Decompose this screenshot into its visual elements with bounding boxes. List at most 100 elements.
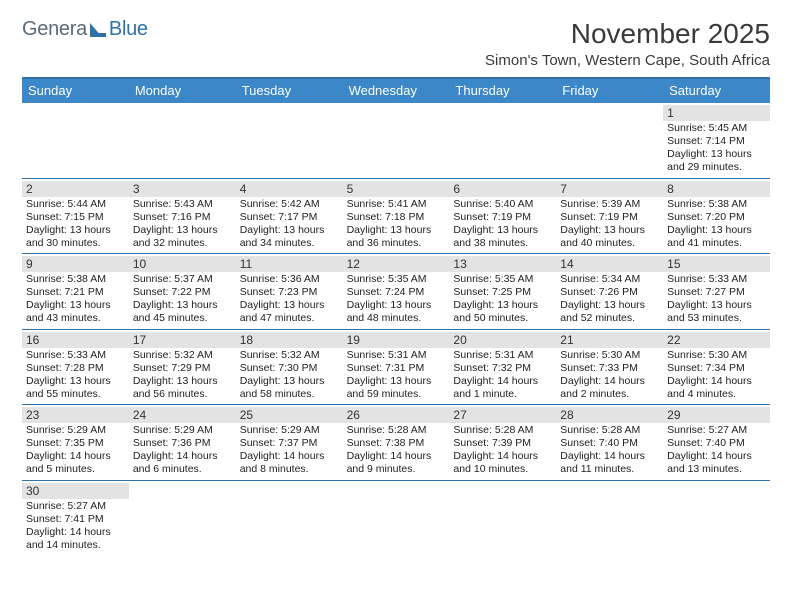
sunset-text: Sunset: 7:38 PM [347, 437, 446, 450]
weekday-sun: Sunday [22, 79, 129, 103]
sunrise-text: Sunrise: 5:38 AM [667, 198, 766, 211]
sunrise-text: Sunrise: 5:34 AM [560, 273, 659, 286]
day-info: Sunrise: 5:33 AMSunset: 7:28 PMDaylight:… [26, 349, 125, 402]
day-number: 2 [22, 181, 129, 197]
week-row: 16Sunrise: 5:33 AMSunset: 7:28 PMDayligh… [22, 330, 770, 406]
month-title: November 2025 [485, 18, 770, 50]
sunrise-text: Sunrise: 5:31 AM [453, 349, 552, 362]
sunrise-text: Sunrise: 5:28 AM [453, 424, 552, 437]
daylight-text: Daylight: 13 hours and 56 minutes. [133, 375, 232, 401]
day-info: Sunrise: 5:27 AMSunset: 7:40 PMDaylight:… [667, 424, 766, 477]
day-cell [663, 481, 770, 556]
sunrise-text: Sunrise: 5:27 AM [26, 500, 125, 513]
day-info: Sunrise: 5:39 AMSunset: 7:19 PMDaylight:… [560, 198, 659, 251]
day-number: 19 [343, 332, 450, 348]
day-cell [449, 481, 556, 556]
day-info: Sunrise: 5:29 AMSunset: 7:36 PMDaylight:… [133, 424, 232, 477]
daylight-text: Daylight: 14 hours and 4 minutes. [667, 375, 766, 401]
day-number: 4 [236, 181, 343, 197]
day-info: Sunrise: 5:35 AMSunset: 7:25 PMDaylight:… [453, 273, 552, 326]
day-number: 21 [556, 332, 663, 348]
daylight-text: Daylight: 13 hours and 38 minutes. [453, 224, 552, 250]
day-info: Sunrise: 5:30 AMSunset: 7:34 PMDaylight:… [667, 349, 766, 402]
day-cell: 21Sunrise: 5:30 AMSunset: 7:33 PMDayligh… [556, 330, 663, 405]
day-cell: 15Sunrise: 5:33 AMSunset: 7:27 PMDayligh… [663, 254, 770, 329]
day-number: 20 [449, 332, 556, 348]
daylight-text: Daylight: 14 hours and 6 minutes. [133, 450, 232, 476]
sunrise-text: Sunrise: 5:41 AM [347, 198, 446, 211]
sunset-text: Sunset: 7:15 PM [26, 211, 125, 224]
sunrise-text: Sunrise: 5:38 AM [26, 273, 125, 286]
sunset-text: Sunset: 7:28 PM [26, 362, 125, 375]
day-cell: 25Sunrise: 5:29 AMSunset: 7:37 PMDayligh… [236, 405, 343, 480]
logo-text-1: Genera [22, 18, 87, 41]
day-number: 14 [556, 256, 663, 272]
day-info: Sunrise: 5:31 AMSunset: 7:32 PMDaylight:… [453, 349, 552, 402]
weekday-fri: Friday [556, 79, 663, 103]
day-info: Sunrise: 5:28 AMSunset: 7:38 PMDaylight:… [347, 424, 446, 477]
day-cell: 26Sunrise: 5:28 AMSunset: 7:38 PMDayligh… [343, 405, 450, 480]
sunrise-text: Sunrise: 5:30 AM [560, 349, 659, 362]
day-cell [449, 103, 556, 178]
day-cell: 30Sunrise: 5:27 AMSunset: 7:41 PMDayligh… [22, 481, 129, 556]
day-cell: 7Sunrise: 5:39 AMSunset: 7:19 PMDaylight… [556, 179, 663, 254]
daylight-text: Daylight: 14 hours and 9 minutes. [347, 450, 446, 476]
daylight-text: Daylight: 13 hours and 29 minutes. [667, 148, 766, 174]
sunrise-text: Sunrise: 5:43 AM [133, 198, 232, 211]
day-cell: 13Sunrise: 5:35 AMSunset: 7:25 PMDayligh… [449, 254, 556, 329]
week-row: 1Sunrise: 5:45 AMSunset: 7:14 PMDaylight… [22, 103, 770, 179]
sunrise-text: Sunrise: 5:29 AM [26, 424, 125, 437]
day-cell: 28Sunrise: 5:28 AMSunset: 7:40 PMDayligh… [556, 405, 663, 480]
sunset-text: Sunset: 7:39 PM [453, 437, 552, 450]
location-title: Simon's Town, Western Cape, South Africa [485, 52, 770, 69]
week-row: 2Sunrise: 5:44 AMSunset: 7:15 PMDaylight… [22, 179, 770, 255]
day-cell: 10Sunrise: 5:37 AMSunset: 7:22 PMDayligh… [129, 254, 236, 329]
week-row: 30Sunrise: 5:27 AMSunset: 7:41 PMDayligh… [22, 481, 770, 556]
day-info: Sunrise: 5:38 AMSunset: 7:21 PMDaylight:… [26, 273, 125, 326]
sunset-text: Sunset: 7:24 PM [347, 286, 446, 299]
sunrise-text: Sunrise: 5:29 AM [133, 424, 232, 437]
day-info: Sunrise: 5:40 AMSunset: 7:19 PMDaylight:… [453, 198, 552, 251]
sunset-text: Sunset: 7:31 PM [347, 362, 446, 375]
day-cell [236, 481, 343, 556]
sunrise-text: Sunrise: 5:42 AM [240, 198, 339, 211]
day-number: 12 [343, 256, 450, 272]
weekday-thu: Thursday [449, 79, 556, 103]
day-cell: 6Sunrise: 5:40 AMSunset: 7:19 PMDaylight… [449, 179, 556, 254]
day-number: 6 [449, 181, 556, 197]
sunrise-text: Sunrise: 5:33 AM [667, 273, 766, 286]
day-cell [343, 103, 450, 178]
sunrise-text: Sunrise: 5:27 AM [667, 424, 766, 437]
sunrise-text: Sunrise: 5:33 AM [26, 349, 125, 362]
day-cell: 11Sunrise: 5:36 AMSunset: 7:23 PMDayligh… [236, 254, 343, 329]
day-number: 17 [129, 332, 236, 348]
sunset-text: Sunset: 7:33 PM [560, 362, 659, 375]
day-info: Sunrise: 5:29 AMSunset: 7:37 PMDaylight:… [240, 424, 339, 477]
day-cell: 2Sunrise: 5:44 AMSunset: 7:15 PMDaylight… [22, 179, 129, 254]
day-number: 29 [663, 407, 770, 423]
day-number: 16 [22, 332, 129, 348]
day-number: 3 [129, 181, 236, 197]
day-cell [343, 481, 450, 556]
day-info: Sunrise: 5:34 AMSunset: 7:26 PMDaylight:… [560, 273, 659, 326]
sunrise-text: Sunrise: 5:35 AM [453, 273, 552, 286]
day-cell: 9Sunrise: 5:38 AMSunset: 7:21 PMDaylight… [22, 254, 129, 329]
day-cell [129, 103, 236, 178]
sunset-text: Sunset: 7:19 PM [560, 211, 659, 224]
day-cell [556, 103, 663, 178]
daylight-text: Daylight: 13 hours and 47 minutes. [240, 299, 339, 325]
calendar: Sunday Monday Tuesday Wednesday Thursday… [22, 77, 770, 555]
sunset-text: Sunset: 7:17 PM [240, 211, 339, 224]
day-number: 7 [556, 181, 663, 197]
day-number: 5 [343, 181, 450, 197]
sunrise-text: Sunrise: 5:31 AM [347, 349, 446, 362]
day-cell: 23Sunrise: 5:29 AMSunset: 7:35 PMDayligh… [22, 405, 129, 480]
day-info: Sunrise: 5:29 AMSunset: 7:35 PMDaylight:… [26, 424, 125, 477]
daylight-text: Daylight: 14 hours and 5 minutes. [26, 450, 125, 476]
sunset-text: Sunset: 7:26 PM [560, 286, 659, 299]
daylight-text: Daylight: 13 hours and 55 minutes. [26, 375, 125, 401]
week-row: 9Sunrise: 5:38 AMSunset: 7:21 PMDaylight… [22, 254, 770, 330]
logo-text-2: Blue [109, 18, 148, 41]
weekday-tue: Tuesday [236, 79, 343, 103]
sunrise-text: Sunrise: 5:36 AM [240, 273, 339, 286]
